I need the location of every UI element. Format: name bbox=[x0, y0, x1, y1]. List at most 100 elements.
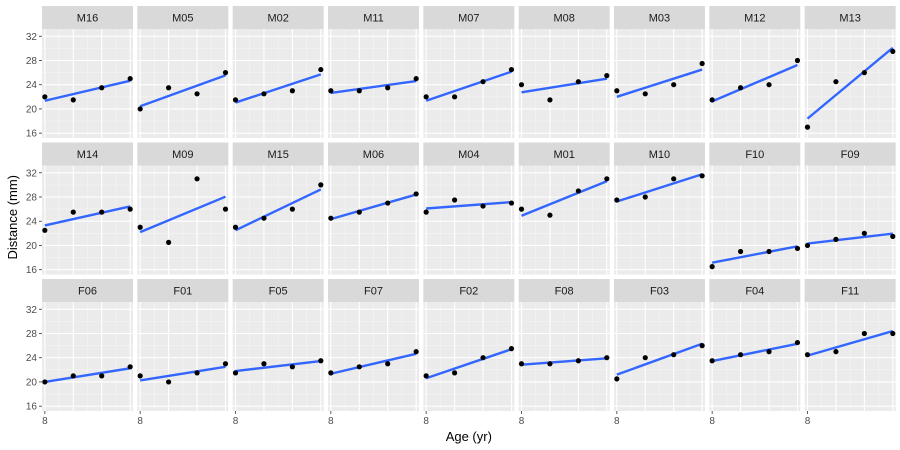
facet-strip-label: M10 bbox=[649, 149, 670, 161]
facet-panel-m11: M11 bbox=[327, 6, 419, 138]
data-point bbox=[261, 361, 267, 367]
data-point bbox=[861, 330, 867, 337]
data-point bbox=[328, 215, 334, 221]
data-point bbox=[452, 197, 458, 203]
y-axis-title: Distance (mm) bbox=[5, 175, 20, 260]
data-point bbox=[604, 176, 610, 182]
data-point bbox=[642, 194, 648, 200]
facet-panel-m07: M07 bbox=[423, 6, 515, 138]
data-point bbox=[356, 364, 362, 370]
x-tick-label: 8 bbox=[423, 416, 429, 427]
fit-line bbox=[235, 73, 322, 104]
data-point bbox=[99, 85, 105, 91]
facet-strip-label: F09 bbox=[841, 149, 860, 161]
data-point bbox=[861, 230, 867, 236]
facet-strip-label: M13 bbox=[839, 13, 860, 25]
facet-strip-label: F05 bbox=[269, 286, 288, 298]
fit-line bbox=[616, 173, 703, 203]
data-point bbox=[794, 245, 801, 252]
facet-strip bbox=[137, 279, 229, 302]
fit-line bbox=[330, 352, 417, 375]
data-point bbox=[861, 70, 867, 76]
facet-strip bbox=[518, 142, 610, 166]
facet-strip bbox=[327, 279, 419, 302]
data-point bbox=[890, 233, 896, 239]
data-point bbox=[232, 224, 239, 230]
fit-line bbox=[521, 357, 607, 366]
data-point bbox=[127, 364, 133, 370]
data-point bbox=[356, 209, 362, 215]
data-point bbox=[318, 182, 324, 188]
facet-strip bbox=[327, 142, 419, 166]
data-point bbox=[709, 97, 715, 103]
data-point bbox=[423, 373, 429, 379]
facet-panel-m04: M04 bbox=[423, 142, 515, 275]
data-point bbox=[385, 200, 391, 206]
facet-strip-label: M09 bbox=[172, 149, 193, 161]
x-tick-label: 8 bbox=[519, 416, 525, 427]
data-point bbox=[261, 215, 267, 221]
facet-panel-m12: M12 bbox=[709, 6, 801, 138]
data-point bbox=[356, 88, 362, 94]
facet-strip bbox=[613, 6, 705, 29]
data-point bbox=[480, 203, 486, 209]
y-tick-label: 24 bbox=[26, 353, 38, 364]
data-point bbox=[833, 236, 839, 242]
facet-panel-m02: M02 bbox=[232, 6, 324, 138]
data-point bbox=[328, 370, 334, 376]
fit-line bbox=[807, 329, 894, 357]
facet-strip-label: F04 bbox=[745, 286, 764, 298]
facet-strip bbox=[804, 142, 896, 166]
facet-strip-label: F01 bbox=[173, 286, 192, 298]
data-point bbox=[70, 209, 76, 215]
data-point bbox=[709, 264, 715, 270]
facet-strip bbox=[518, 279, 610, 302]
facet-strip-label: M06 bbox=[363, 149, 384, 161]
data-point bbox=[452, 94, 458, 100]
data-point bbox=[166, 239, 172, 246]
data-point bbox=[575, 188, 581, 194]
facet-strip-label: M12 bbox=[744, 13, 765, 25]
data-point bbox=[890, 48, 896, 55]
data-point bbox=[804, 124, 811, 130]
data-point bbox=[423, 94, 429, 100]
facet-panel-f06: F06 16 20 24 28 32 8 bbox=[26, 279, 133, 427]
data-point bbox=[642, 355, 648, 361]
x-tick-label: 8 bbox=[805, 416, 811, 427]
facet-strip bbox=[423, 6, 515, 29]
facet-strip bbox=[327, 6, 419, 29]
fit-line bbox=[616, 342, 703, 376]
data-point bbox=[480, 355, 486, 361]
facet-strip-label: F10 bbox=[745, 149, 764, 161]
data-point bbox=[575, 358, 581, 364]
facet-strip-label: M02 bbox=[267, 13, 288, 25]
fit-line bbox=[711, 63, 798, 103]
fit-line bbox=[139, 195, 226, 234]
y-tick-label: 24 bbox=[26, 217, 38, 228]
data-point bbox=[194, 91, 200, 97]
data-point bbox=[261, 91, 267, 97]
data-point bbox=[671, 352, 677, 358]
y-tick-label: 28 bbox=[26, 56, 38, 67]
facet-strip-label: M01 bbox=[553, 149, 574, 161]
facet-strip bbox=[709, 279, 801, 302]
y-tick-label: 28 bbox=[26, 329, 38, 340]
y-tick-label: 32 bbox=[26, 168, 38, 179]
data-point bbox=[794, 57, 801, 64]
x-tick-label: 8 bbox=[328, 416, 334, 427]
data-point bbox=[737, 248, 744, 255]
facet-panel-f09: F09 bbox=[804, 142, 896, 275]
data-point bbox=[289, 206, 295, 212]
data-point bbox=[518, 206, 525, 212]
data-point bbox=[99, 209, 105, 215]
fit-line bbox=[234, 188, 322, 232]
facet-strip-label: M08 bbox=[553, 13, 574, 25]
fit-line bbox=[807, 232, 893, 245]
data-point bbox=[70, 97, 76, 103]
facet-panel-m08: M08 bbox=[518, 6, 610, 138]
data-point bbox=[222, 361, 229, 367]
facet-strip bbox=[232, 6, 324, 29]
data-point bbox=[508, 346, 515, 352]
facet-panel-f03: F03 8 bbox=[613, 279, 705, 427]
data-point bbox=[518, 361, 525, 367]
